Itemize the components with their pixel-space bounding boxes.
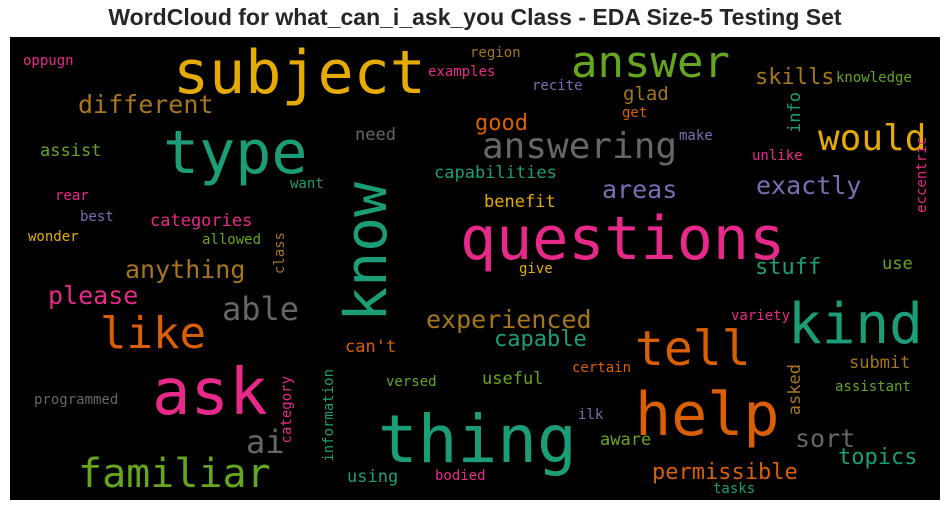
word-anything: anything [125, 255, 246, 284]
word-assist: assist [40, 141, 102, 161]
word-versed: versed [386, 374, 437, 390]
word-topics: topics [838, 445, 918, 470]
word-questions: questions [460, 204, 786, 274]
word-use: use [882, 254, 913, 274]
word-good: good [475, 111, 528, 136]
chart-title: WordCloud for what_can_i_ask_you Class -… [108, 4, 842, 30]
word-cloud: subject type questions thing ask help kind know… [10, 37, 940, 500]
word-region: region [470, 45, 521, 61]
word-categories: categories [150, 211, 253, 231]
word-permissible: permissible [652, 460, 798, 485]
word-recite: recite [532, 78, 583, 94]
word-category: category [279, 376, 295, 444]
word-need: need [355, 125, 396, 145]
word-oppugn: oppugn [23, 53, 74, 69]
word-sort: sort [795, 424, 856, 453]
word-want: want [290, 176, 324, 192]
word-benefit: benefit [484, 192, 556, 212]
word-skills: skills [755, 65, 835, 90]
word-bodied: bodied [435, 468, 486, 484]
word-know: know [332, 182, 400, 322]
word-stuff: stuff [755, 255, 822, 280]
word-unlike: unlike [752, 148, 803, 164]
word-ai: ai [246, 423, 285, 461]
word-examples: examples [428, 64, 496, 80]
word-kind: kind [788, 292, 923, 357]
word-please: please [48, 281, 139, 310]
word-allowed: allowed [202, 232, 262, 248]
word-ask: ask [152, 356, 268, 430]
word-ilk: ilk [578, 407, 604, 423]
word-using: using [347, 467, 399, 487]
word-capable: capable [494, 327, 587, 352]
word-info: info [785, 92, 805, 133]
word-capabilities: capabilities [434, 163, 557, 183]
word-can-t: can't [345, 337, 397, 357]
word-like: like [100, 308, 206, 359]
word-programmed: programmed [34, 392, 119, 408]
word-areas: areas [602, 175, 678, 204]
word-variety: variety [731, 308, 791, 324]
word-tell: tell [635, 321, 751, 377]
word-class: class [272, 232, 288, 275]
word-give: give [519, 261, 553, 277]
word-different: different [78, 90, 214, 119]
word-familiar: familiar [78, 451, 271, 497]
word-assistant: assistant [835, 379, 911, 395]
word-subject: subject [173, 38, 426, 108]
word-submit: submit [849, 353, 911, 373]
word-answering: answering [482, 126, 678, 167]
word-able: able [222, 290, 300, 328]
word-aware: aware [600, 430, 652, 450]
word-knowledge: knowledge [836, 70, 912, 86]
word-tasks: tasks [713, 481, 756, 497]
word-certain: certain [572, 360, 632, 376]
word-best: best [80, 209, 114, 225]
word-would: would [818, 118, 927, 159]
word-glad: glad [623, 83, 669, 105]
word-help: help [635, 380, 780, 450]
word-wonder: wonder [28, 229, 79, 245]
word-thing: thing [378, 401, 577, 478]
word-experienced: experienced [426, 305, 592, 334]
word-exactly: exactly [756, 171, 862, 200]
word-make: make [679, 128, 713, 144]
word-answer: answer [571, 37, 730, 88]
word-asked: asked [785, 364, 805, 416]
word-rear: rear [55, 188, 89, 204]
word-useful: useful [482, 369, 544, 389]
word-information: information [321, 369, 337, 462]
word-get: get [622, 105, 648, 121]
word-type: type [163, 118, 308, 188]
word-eccentric: eccentric [914, 137, 930, 213]
